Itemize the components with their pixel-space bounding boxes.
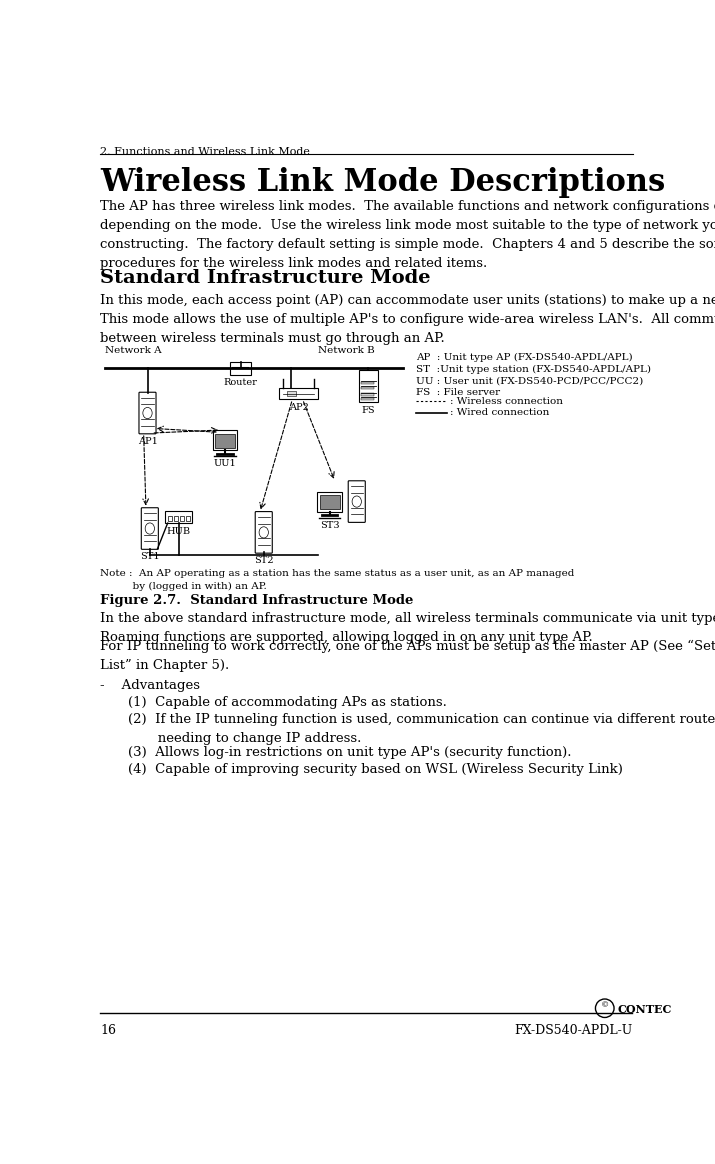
Bar — [230, 362, 250, 375]
Text: (4)  Capable of improving security based on WSL (Wireless Security Link): (4) Capable of improving security based … — [128, 764, 623, 776]
Bar — [186, 516, 190, 520]
Text: In the above standard infrastructure mode, all wireless terminals communicate vi: In the above standard infrastructure mod… — [100, 612, 715, 645]
FancyBboxPatch shape — [348, 481, 365, 523]
Text: AP1: AP1 — [137, 436, 157, 446]
Bar — [361, 398, 374, 400]
Bar — [361, 382, 374, 384]
Text: Network B: Network B — [318, 346, 375, 355]
FancyBboxPatch shape — [139, 392, 156, 434]
Text: ST  :Unit type station (FX-DS540-APDL/APL): ST :Unit type station (FX-DS540-APDL/APL… — [416, 364, 651, 374]
Text: For IP tunneling to work correctly, one of the APs must be setup as the master A: For IP tunneling to work correctly, one … — [100, 640, 715, 673]
Ellipse shape — [259, 527, 268, 538]
Text: Note :  An AP operating as a station has the same status as a user unit, as an A: Note : An AP operating as a station has … — [100, 569, 575, 591]
Text: AP  : Unit type AP (FX-DS540-APDL/APL): AP : Unit type AP (FX-DS540-APDL/APL) — [416, 353, 633, 362]
Text: Router: Router — [224, 377, 257, 386]
Text: The AP has three wireless link modes.  The available functions and network confi: The AP has three wireless link modes. Th… — [100, 200, 715, 270]
Bar — [317, 491, 342, 512]
Text: Network A: Network A — [105, 346, 162, 355]
Text: Figure 2.7.  Standard Infrastructure Mode: Figure 2.7. Standard Infrastructure Mode — [100, 594, 413, 606]
Bar — [164, 511, 192, 523]
Text: 16: 16 — [100, 1023, 117, 1037]
Bar — [212, 430, 237, 450]
Text: : Wireless connection: : Wireless connection — [450, 397, 563, 406]
Text: HUB: HUB — [167, 527, 191, 535]
Text: UU1: UU1 — [214, 460, 237, 468]
Text: FS: FS — [362, 406, 375, 416]
Bar — [167, 516, 172, 520]
Text: (2)  If the IP tunneling function is used, communication can continue via differ: (2) If the IP tunneling function is used… — [128, 712, 715, 745]
Text: FS  : File server: FS : File server — [416, 388, 500, 397]
Bar — [180, 516, 184, 520]
Text: Wireless Link Mode Descriptions: Wireless Link Mode Descriptions — [100, 166, 666, 198]
Bar — [174, 516, 178, 520]
Text: ST3: ST3 — [320, 520, 340, 530]
Text: (3)  Allows log-in restrictions on unit type AP's (security function).: (3) Allows log-in restrictions on unit t… — [128, 746, 571, 759]
Bar — [280, 389, 318, 399]
Bar — [361, 393, 374, 396]
Ellipse shape — [145, 523, 154, 534]
Text: In this mode, each access point (AP) can accommodate user units (stations) to ma: In this mode, each access point (AP) can… — [100, 293, 715, 345]
Text: AP2: AP2 — [289, 403, 309, 412]
Text: (1)  Capable of accommodating APs as stations.: (1) Capable of accommodating APs as stat… — [128, 696, 447, 709]
Text: ST1: ST1 — [140, 553, 159, 561]
Text: -    Advantages: - Advantages — [100, 679, 200, 691]
Text: ©: © — [601, 1001, 609, 1009]
Text: UU : User unit (FX-DS540-PCD/PCC/PCC2): UU : User unit (FX-DS540-PCD/PCC/PCC2) — [416, 376, 644, 385]
Bar — [320, 496, 340, 510]
Text: ST2: ST2 — [254, 556, 274, 566]
Ellipse shape — [352, 496, 361, 508]
Text: 2. Functions and Wireless Link Mode: 2. Functions and Wireless Link Mode — [100, 148, 310, 157]
Bar — [359, 370, 378, 403]
Text: Standard Infrastructure Mode: Standard Infrastructure Mode — [100, 269, 430, 288]
Bar — [361, 386, 374, 389]
Bar — [287, 391, 296, 396]
FancyBboxPatch shape — [255, 512, 272, 553]
Bar — [215, 434, 235, 448]
Text: : Wired connection: : Wired connection — [450, 409, 549, 418]
Text: FX-DS540-APDL-U: FX-DS540-APDL-U — [514, 1023, 633, 1037]
Text: CONTEC: CONTEC — [617, 1005, 671, 1015]
Ellipse shape — [143, 407, 152, 419]
FancyBboxPatch shape — [142, 508, 158, 549]
